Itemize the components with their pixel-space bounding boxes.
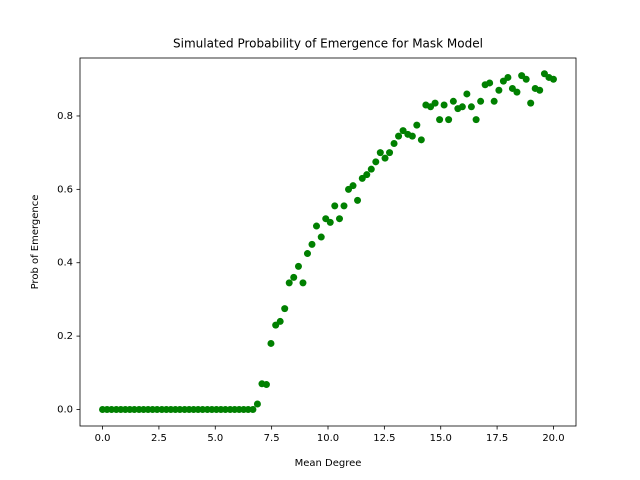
point [372,158,380,166]
point [467,103,475,111]
point [490,97,498,105]
x-tick-label: 17.5 [486,433,508,444]
point [290,273,298,281]
point [381,154,389,162]
point [395,132,403,140]
point [308,240,316,248]
x-tick-label: 15.0 [430,433,452,444]
point [513,88,521,96]
x-tick-label: 2.5 [151,433,167,444]
point [504,73,512,81]
point [363,171,371,179]
point [390,139,398,147]
point [299,279,307,287]
x-tick-label: 12.5 [373,433,395,444]
point [249,405,257,413]
point [486,79,494,87]
point [436,116,444,124]
y-tick-label: 0.6 [57,184,73,195]
point [376,149,384,157]
point [313,222,321,230]
point [335,215,343,223]
x-tick-label: 20.0 [542,433,564,444]
axes-frame [79,57,577,427]
point [349,182,357,190]
y-tick-label: 0.4 [57,258,73,269]
point [458,103,466,111]
y-axis-label: Prob of Emergence [30,195,41,290]
point [522,75,530,83]
point [326,218,334,226]
point [413,121,421,129]
point [253,400,261,408]
point [477,97,485,105]
y-tick-label: 0.2 [57,331,73,342]
point [431,99,439,107]
point [294,262,302,270]
x-axis-label: Mean Degree [295,458,362,469]
point [463,90,471,98]
point [527,99,535,107]
y-tick-label: 0.0 [57,404,73,415]
x-tick-label: 0.0 [95,433,111,444]
y-tick-label: 0.8 [57,111,73,122]
point [262,381,270,389]
point [276,317,284,325]
point [399,127,407,135]
point [331,202,339,210]
point [386,149,394,157]
point [285,279,293,287]
point [340,202,348,210]
chart-title: Simulated Probability of Emergence for M… [173,37,483,51]
point [472,116,480,124]
point [267,339,275,347]
point [281,305,289,313]
point [536,86,544,94]
x-tick-label: 10.0 [317,433,339,444]
point [449,97,457,105]
point [317,233,325,241]
point [440,101,448,109]
point [549,75,557,83]
x-tick-label: 7.5 [264,433,280,444]
point [354,196,362,204]
point [495,86,503,94]
point [408,132,416,140]
point [445,116,453,124]
point [417,136,425,144]
x-tick-label: 5.0 [207,433,223,444]
point [367,165,375,173]
point [303,250,311,258]
